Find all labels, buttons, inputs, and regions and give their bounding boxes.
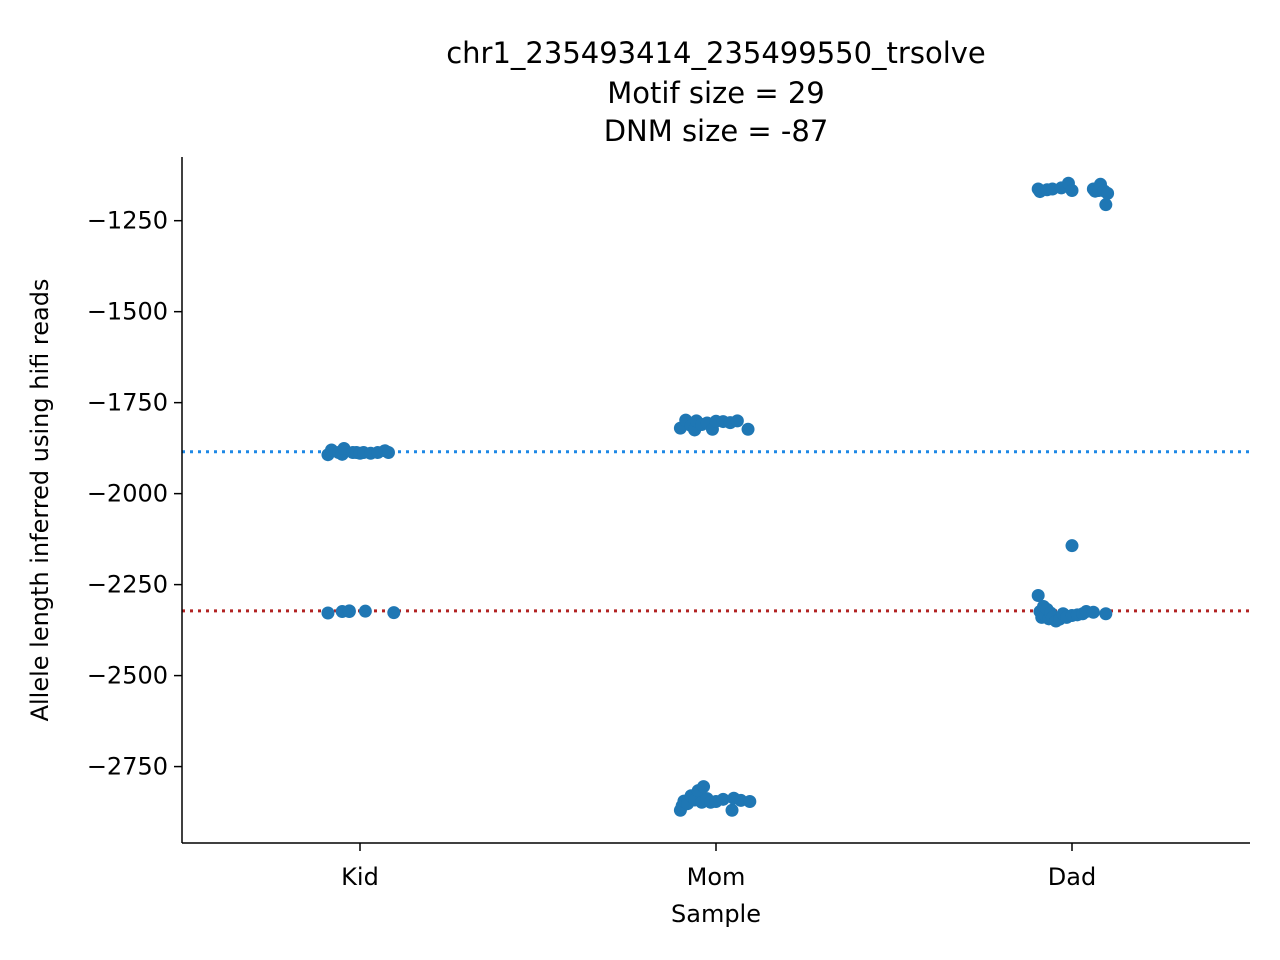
x-tick-label-dad: Dad	[1048, 863, 1096, 891]
data-point-dad	[1099, 607, 1113, 621]
data-point-mom	[730, 414, 744, 428]
y-tick-label: −2250	[87, 571, 168, 599]
y-tick-label: −2500	[87, 662, 168, 690]
data-point-dad	[1065, 183, 1079, 197]
data-point-dad	[1086, 605, 1100, 619]
chart-title-line-1: chr1_235493414_235499550_trsolve	[446, 36, 986, 70]
y-tick-label: −1250	[87, 207, 168, 235]
data-point-mom	[741, 422, 755, 436]
data-point-mom	[697, 780, 711, 794]
data-point-mom	[743, 795, 757, 809]
y-tick-label: −2000	[87, 480, 168, 508]
data-point-kid	[387, 606, 401, 620]
data-point-dad	[1099, 198, 1113, 212]
x-tick-label-kid: Kid	[341, 863, 379, 891]
data-point-mom	[725, 803, 739, 817]
data-point-mom	[716, 792, 730, 806]
data-point-dad	[1065, 539, 1079, 553]
x-axis-ticks: Kid Mom Dad	[341, 843, 1096, 891]
y-tick-label: −2750	[87, 753, 168, 781]
chart-title: chr1_235493414_235499550_trsolve Motif s…	[446, 36, 986, 148]
reference-lines	[182, 450, 1250, 613]
y-axis-label: Allele length inferred using hifi reads	[26, 279, 54, 722]
y-tick-label: −1750	[87, 389, 168, 417]
chart-title-line-2: Motif size = 29	[607, 76, 825, 110]
data-point-dad	[1101, 186, 1115, 200]
x-tick-label-mom: Mom	[687, 863, 746, 891]
y-axis-ticks: −1250 −1500 −1750 −2000 −2250 −2500 −2750	[87, 207, 182, 781]
data-points	[321, 176, 1115, 817]
y-tick-label: −1500	[87, 298, 168, 326]
data-point-kid	[321, 606, 335, 620]
x-axis-label: Sample	[671, 900, 761, 928]
data-point-kid	[342, 604, 356, 618]
data-point-kid	[381, 446, 395, 460]
chart-title-line-3: DNM size = -87	[604, 114, 829, 148]
data-point-kid	[358, 604, 372, 618]
data-point-dad	[1031, 589, 1045, 603]
